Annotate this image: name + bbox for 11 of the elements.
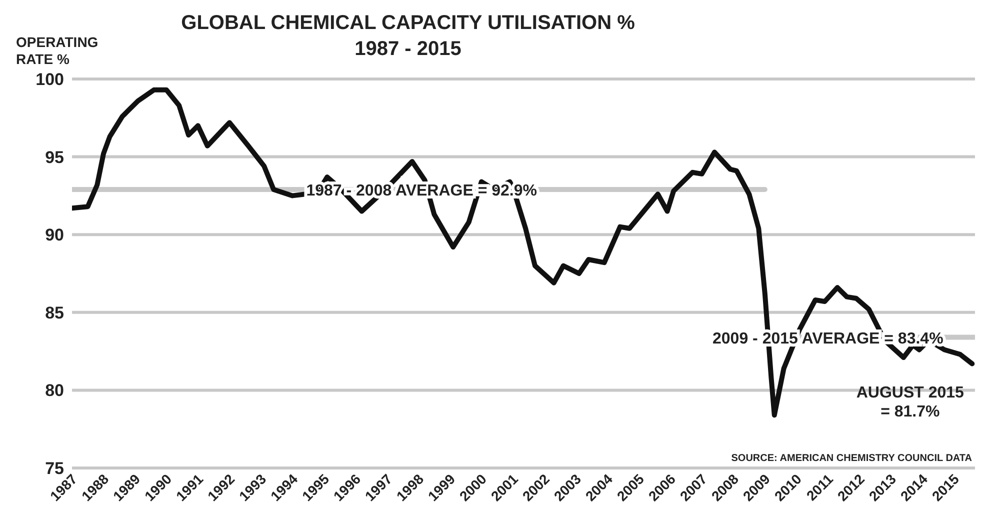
- annotation: SOURCE: AMERICAN CHEMISTRY COUNCIL DATA: [731, 453, 972, 464]
- y-axis-title: OPERATING RATE %: [16, 34, 100, 68]
- y-tick-label: 95: [45, 148, 64, 167]
- annotation: AUGUST 2015 = 81.7%: [856, 384, 964, 421]
- y-tick-label: 85: [45, 303, 64, 322]
- y-tick-label: 100: [36, 70, 64, 90]
- chart-subtitle: 1987 - 2015: [354, 38, 462, 61]
- chart-title: GLOBAL CHEMICAL CAPACITY UTILISATION %: [180, 12, 636, 35]
- y-tick-label: 90: [45, 226, 64, 245]
- y-tick-label: 80: [45, 381, 64, 400]
- y-tick-label: 75: [45, 459, 64, 478]
